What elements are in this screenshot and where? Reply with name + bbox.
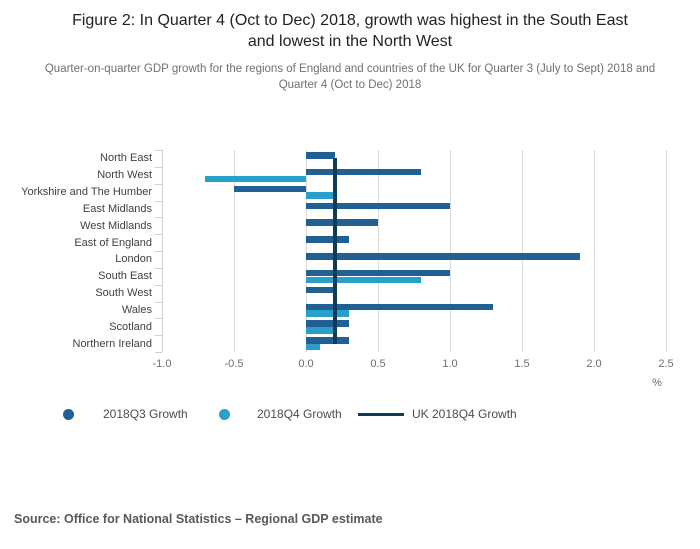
bar-2018q4-growth-south-east bbox=[306, 276, 422, 284]
category-tick bbox=[155, 150, 162, 151]
x-tick-label: 1.0 bbox=[442, 358, 458, 370]
x-gridline bbox=[305, 150, 307, 352]
category-tick bbox=[155, 318, 162, 320]
axis-unit-label: % bbox=[652, 377, 662, 389]
legend-marker-2018q4-growth[interactable] bbox=[219, 409, 230, 420]
x-gridline bbox=[521, 150, 523, 352]
bar-2018q4-growth-yorkshire-and-the-humber bbox=[306, 192, 335, 199]
category-axis-line bbox=[161, 150, 163, 352]
category-tick bbox=[155, 166, 162, 168]
bar-2018q3-growth-london bbox=[306, 253, 580, 260]
x-tick-label: 0.0 bbox=[298, 358, 314, 370]
source-note: Source: Office for National Statistics –… bbox=[14, 512, 383, 526]
x-tick-label: 1.5 bbox=[514, 358, 530, 370]
bar-2018q3-growth-north-west bbox=[306, 168, 422, 176]
x-tick-label: 2.0 bbox=[586, 358, 602, 370]
x-tick-label: 0.5 bbox=[370, 358, 386, 370]
x-gridline bbox=[593, 150, 595, 352]
bar-2018q4-growth-northern-ireland bbox=[306, 343, 321, 351]
category-tick bbox=[155, 200, 162, 202]
bar-2018q3-growth-scotland bbox=[306, 320, 350, 327]
category-tick bbox=[155, 284, 162, 286]
category-label-west-midlands: West Midlands bbox=[80, 219, 152, 232]
x-gridline bbox=[449, 150, 451, 352]
category-label-north-east: North East bbox=[100, 152, 152, 165]
category-tick bbox=[155, 301, 162, 303]
category-tick bbox=[155, 335, 162, 337]
bar-2018q3-growth-wales bbox=[306, 303, 494, 310]
category-label-east-midlands: East Midlands bbox=[82, 202, 152, 215]
x-tick-label: -1.0 bbox=[152, 358, 172, 370]
bar-2018q3-growth-south-east bbox=[306, 269, 450, 277]
legend: 2018Q3 Growth 2018Q4 Growth UK 2018Q4 Grow… bbox=[0, 406, 700, 426]
x-gridline bbox=[665, 150, 667, 352]
chart-subtitle: Quarter-on-quarter GDP growth for the re… bbox=[44, 63, 656, 91]
category-label-northern-ireland: Northern Ireland bbox=[72, 337, 153, 350]
legend-label-uk-2018q4-growth[interactable]: UK 2018Q4 Growth bbox=[412, 407, 517, 421]
chart-title: Figure 2: In Quarter 4 (Oct to Dec) 2018… bbox=[72, 12, 628, 51]
category-label-scotland: Scotland bbox=[109, 320, 152, 333]
bar-2018q3-growth-northern-ireland bbox=[306, 337, 350, 344]
category-label-wales: Wales bbox=[121, 303, 152, 316]
x-tick-label: -0.5 bbox=[224, 358, 244, 370]
bar-2018q3-growth-yorkshire-and-the-humber bbox=[234, 185, 306, 193]
category-label-north-west: North West bbox=[97, 169, 152, 182]
legend-label-2018q4-growth[interactable]: 2018Q4 Growth bbox=[257, 407, 342, 421]
category-tick bbox=[155, 251, 162, 252]
bar-2018q3-growth-east-midlands bbox=[306, 202, 450, 209]
category-tick bbox=[155, 234, 162, 236]
x-gridline bbox=[377, 150, 379, 352]
bar-2018q4-growth-scotland bbox=[306, 327, 335, 334]
bar-2018q3-growth-south-west bbox=[306, 286, 335, 294]
bar-2018q3-growth-east-of-england bbox=[306, 236, 350, 243]
x-gridline bbox=[233, 150, 235, 352]
uk-reference-line bbox=[332, 158, 337, 344]
category-tick bbox=[155, 267, 162, 269]
category-tick bbox=[155, 352, 162, 353]
legend-marker-2018q3-growth[interactable] bbox=[63, 409, 74, 420]
category-tick bbox=[155, 183, 162, 185]
legend-marker-uk-2018q4-growth[interactable] bbox=[358, 413, 404, 416]
category-label-yorkshire-and-the-humber: Yorkshire and The Humber bbox=[21, 186, 152, 199]
category-label-east-of-england: East of England bbox=[74, 236, 152, 249]
category-label-london: London bbox=[115, 253, 152, 266]
bar-2018q4-growth-north-west bbox=[205, 175, 306, 183]
bar-2018q3-growth-west-midlands bbox=[306, 219, 378, 226]
category-label-south-east: South East bbox=[98, 270, 152, 283]
category-label-south-west: South West bbox=[95, 287, 152, 300]
x-tick-label: 2.5 bbox=[658, 358, 674, 370]
bar-2018q4-growth-wales bbox=[306, 310, 350, 317]
legend-label-2018q3-growth[interactable]: 2018Q3 Growth bbox=[103, 407, 188, 421]
bar-2018q3-growth-north-east bbox=[306, 152, 335, 159]
category-tick bbox=[155, 217, 162, 219]
